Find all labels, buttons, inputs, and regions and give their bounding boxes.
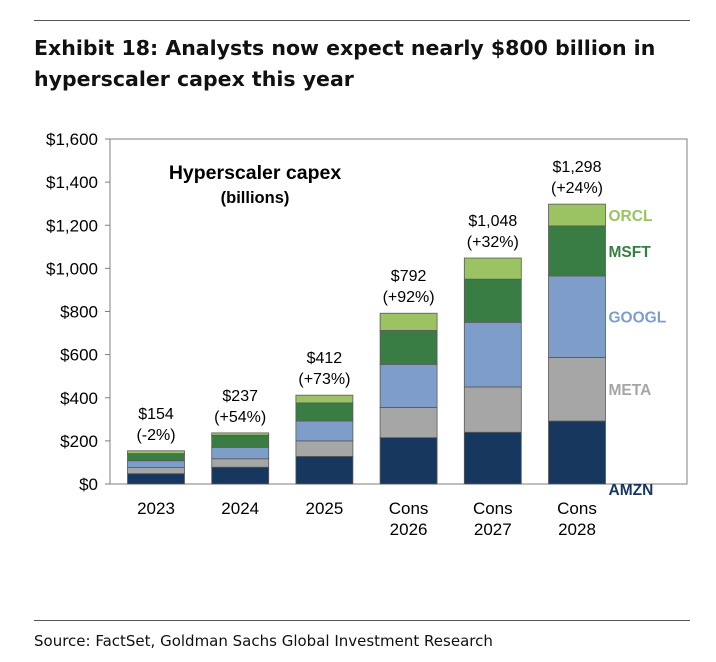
y-tick-label: $800 xyxy=(60,303,98,322)
legend-label-orcl: ORCL xyxy=(609,208,653,225)
total-label: $154 xyxy=(138,406,174,423)
bar-segment-orcl xyxy=(127,450,185,454)
total-label: $237 xyxy=(222,388,258,405)
bar-segment-meta xyxy=(379,407,438,439)
bar-segment-googl xyxy=(211,446,270,460)
y-tick-label: $0 xyxy=(79,475,98,494)
growth-label: (+92%) xyxy=(383,289,435,306)
legend-label-msft: MSFT xyxy=(609,244,652,261)
bar-segment-googl xyxy=(548,275,606,358)
bar-segment-orcl xyxy=(211,432,270,436)
bar-segment-meta xyxy=(548,357,606,422)
bar-segment-meta xyxy=(127,467,185,475)
x-tick-label: Cons xyxy=(557,499,597,518)
y-tick-label: $1,000 xyxy=(46,259,98,278)
legend-label-googl: GOOGL xyxy=(609,310,667,327)
x-tick-label: 2027 xyxy=(474,520,512,539)
bar-segment-googl xyxy=(463,321,522,388)
y-tick-label: $1,600 xyxy=(46,130,98,149)
bar-segment-meta xyxy=(211,458,270,468)
bar-segment-msft xyxy=(463,278,522,323)
growth-label: (+24%) xyxy=(551,180,603,197)
x-tick-label: 2025 xyxy=(305,499,343,518)
bar-segment-msft xyxy=(379,330,438,365)
y-tick-label: $400 xyxy=(60,389,98,408)
growth-label: (-2%) xyxy=(136,427,175,444)
bar-segment-amzn xyxy=(379,437,438,485)
bar-segment-amzn xyxy=(127,473,185,485)
x-tick-label: Cons xyxy=(473,499,513,518)
bar-segment-meta xyxy=(295,440,354,457)
y-tick-label: $1,400 xyxy=(46,173,98,192)
source-note: Source: FactSet, Goldman Sachs Global In… xyxy=(34,632,493,650)
exhibit-headline: Exhibit 18: Analysts now expect nearly $… xyxy=(34,36,656,91)
bar-segment-amzn xyxy=(548,420,606,485)
bar-segment-orcl xyxy=(548,203,606,227)
y-tick-label: $600 xyxy=(60,346,98,365)
bar-segment-amzn xyxy=(211,466,270,485)
bar-segment-msft xyxy=(127,453,185,462)
hyperscaler-capex-chart: $0 $200 $400 $600 $800 $1,000 $1,200 $1,400 $1,6… xyxy=(46,130,688,539)
y-tick-label: $200 xyxy=(60,432,98,451)
bar-segment-msft xyxy=(211,434,270,448)
growth-label: (+54%) xyxy=(214,409,266,426)
bar-segment-msft xyxy=(548,225,606,277)
chart-title: Hyperscaler capex xyxy=(169,162,342,184)
x-tick-label: 2024 xyxy=(221,499,259,518)
chart-subtitle: (billions) xyxy=(221,189,290,207)
x-tick-label: 2026 xyxy=(390,520,428,539)
legend-label-meta: META xyxy=(609,382,652,399)
bar-segment-orcl xyxy=(463,257,522,280)
x-tick-label: 2023 xyxy=(137,499,175,518)
total-label: $412 xyxy=(307,350,343,367)
legend-label-amzn: AMZN xyxy=(609,482,654,499)
bar-segment-amzn xyxy=(295,455,354,485)
bar-segment-orcl xyxy=(295,394,354,404)
bar-segment-googl xyxy=(379,363,438,408)
growth-label: (+32%) xyxy=(467,234,519,251)
bar-segment-msft xyxy=(295,402,354,422)
bottom-rule xyxy=(34,620,690,621)
bar-segment-orcl xyxy=(379,312,438,331)
top-rule xyxy=(34,20,690,21)
y-tick-label: $1,200 xyxy=(46,216,98,235)
growth-label: (+73%) xyxy=(298,371,350,388)
bar-segment-googl xyxy=(295,420,354,442)
bar-segment-meta xyxy=(463,386,522,433)
total-label: $1,298 xyxy=(553,159,602,176)
x-tick-label: 2028 xyxy=(558,520,596,539)
bar-segment-googl xyxy=(127,460,185,469)
x-tick-label: Cons xyxy=(389,499,429,518)
total-label: $1,048 xyxy=(468,213,517,230)
bar-segment-amzn xyxy=(463,431,522,485)
total-label: $792 xyxy=(391,268,427,285)
